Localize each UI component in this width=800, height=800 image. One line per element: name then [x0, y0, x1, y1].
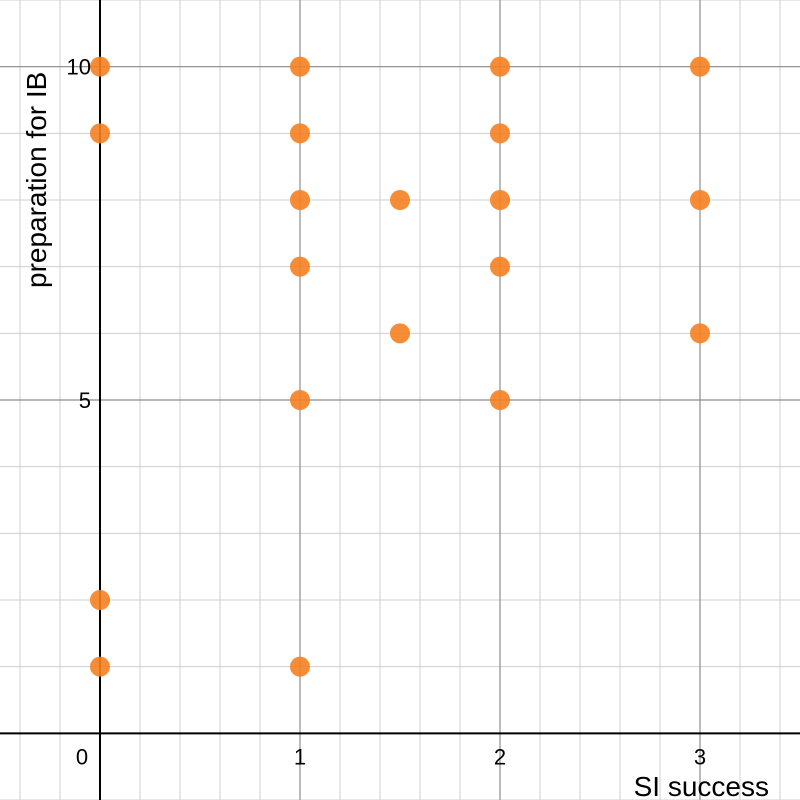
x-tick-label: 1 [294, 744, 306, 769]
y-tick-label: 10 [67, 55, 91, 80]
data-points [90, 56, 710, 677]
data-point [390, 190, 410, 210]
data-point [690, 323, 710, 344]
data-point [490, 256, 510, 277]
data-point [290, 190, 310, 210]
x-tick-label: 0 [76, 744, 88, 769]
data-point [90, 656, 110, 677]
data-point [690, 56, 710, 77]
data-point [390, 323, 410, 344]
tick-labels: 0 1 2 3 5 10 [67, 55, 707, 770]
data-point [290, 123, 310, 144]
data-point [90, 56, 110, 77]
data-point [90, 123, 110, 144]
data-point [490, 56, 510, 77]
data-point [290, 390, 310, 410]
y-tick-label: 5 [79, 388, 91, 413]
x-tick-label: 3 [694, 744, 706, 769]
data-point [290, 56, 310, 77]
data-point [490, 190, 510, 210]
data-point [290, 656, 310, 677]
data-point [690, 190, 710, 210]
data-point [90, 590, 110, 610]
data-point [490, 390, 510, 410]
x-tick-label: 2 [494, 744, 506, 769]
data-point [290, 256, 310, 277]
data-point [490, 123, 510, 144]
y-axis-label: preparation for IB [21, 72, 52, 288]
x-axis-label: SI success [634, 771, 769, 800]
